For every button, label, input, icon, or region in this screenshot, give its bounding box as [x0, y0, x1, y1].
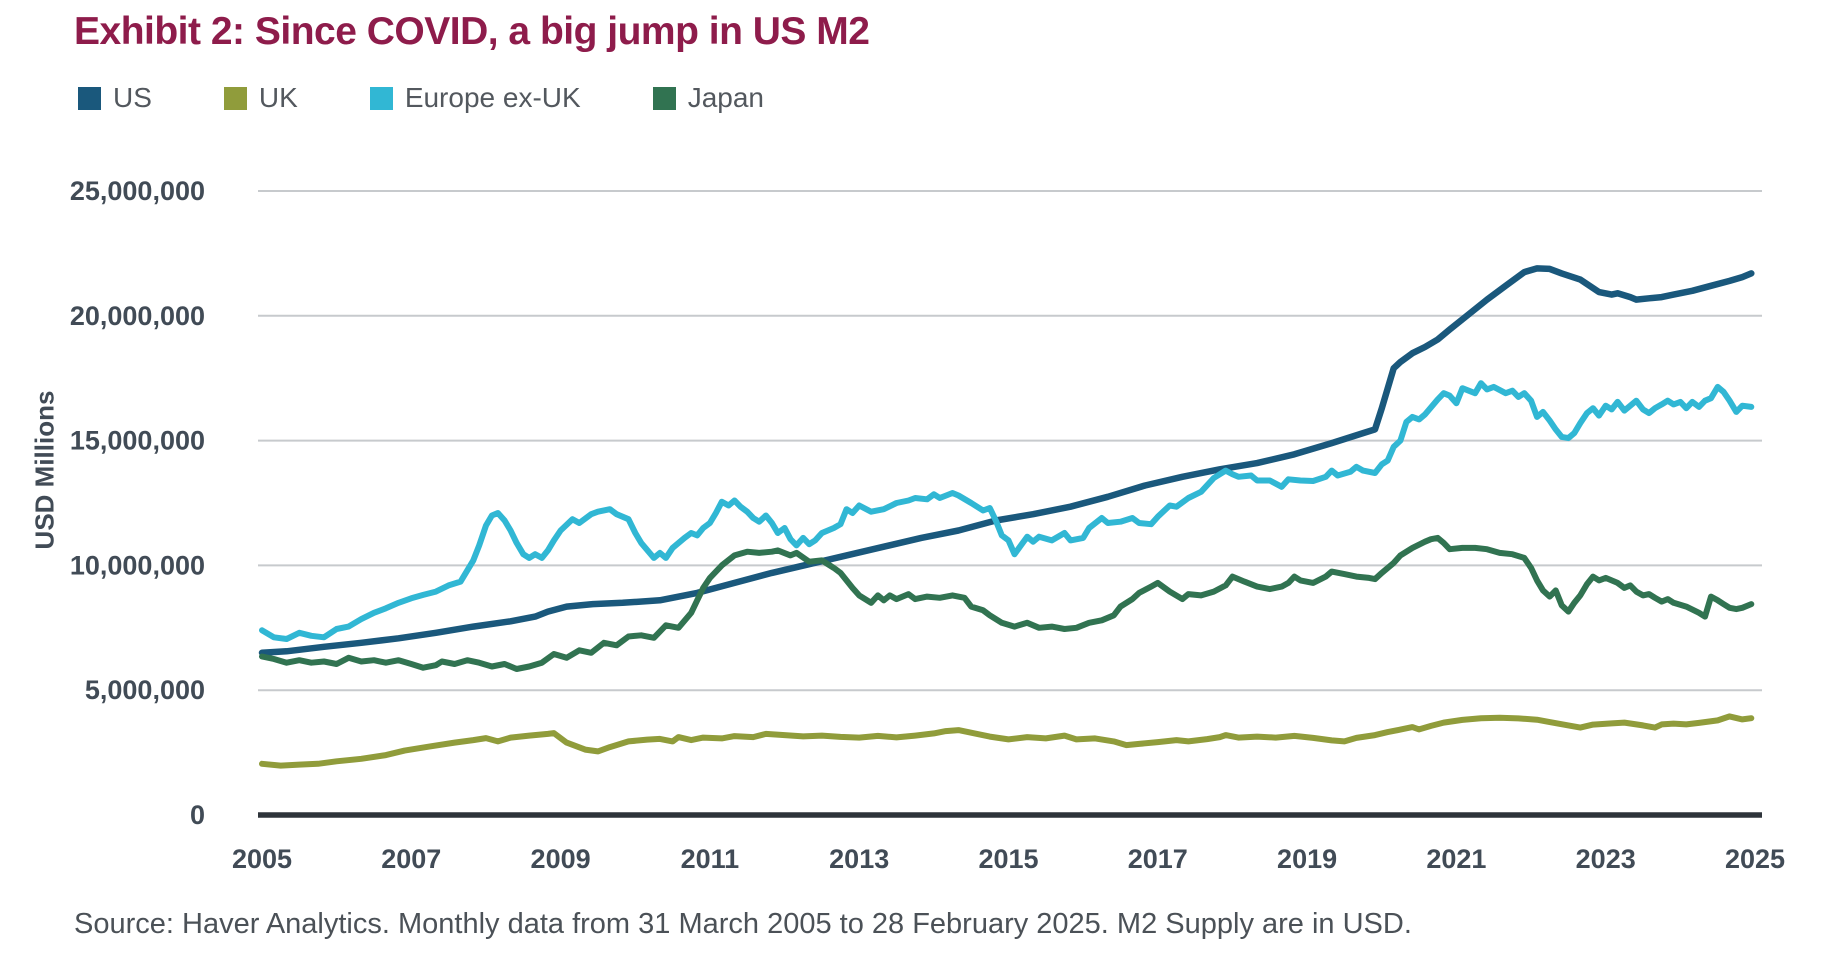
- y-tick-label: 20,000,000: [70, 301, 205, 331]
- series-line-us: [258, 265, 1755, 657]
- y-tick-label: 5,000,000: [85, 675, 205, 705]
- legend-label-us: US: [113, 82, 152, 113]
- x-tick-label: 2021: [1426, 844, 1486, 874]
- y-tick-label: 10,000,000: [70, 550, 205, 580]
- x-tick-label: 2005: [232, 844, 292, 874]
- x-tick-label: 2023: [1576, 844, 1636, 874]
- series-line-uk: [259, 713, 1755, 769]
- legend-label-europe-ex-uk: Europe ex-UK: [404, 82, 581, 113]
- legend-item-us: US: [78, 82, 152, 114]
- x-tick-label: 2013: [829, 844, 889, 874]
- page-title: Exhibit 2: Since COVID, a big jump in US…: [74, 10, 870, 53]
- x-tick-label: 2011: [681, 844, 740, 874]
- legend: US UK Europe ex-UK Japan: [78, 82, 764, 114]
- x-tick-label: 2017: [1128, 844, 1188, 874]
- legend-label-uk: UK: [258, 82, 298, 113]
- source-note: Source: Haver Analytics. Monthly data fr…: [74, 908, 1412, 940]
- legend-swatch-europe-ex-uk: [369, 86, 393, 110]
- legend-label-japan: Japan: [687, 82, 764, 113]
- legend-item-uk: UK: [223, 82, 298, 114]
- legend-item-japan: Japan: [652, 82, 764, 114]
- legend-swatch-us: [78, 86, 101, 110]
- legend-item-europe-ex-uk: Europe ex-UK: [369, 82, 581, 114]
- x-tick-label: 2019: [1277, 844, 1337, 874]
- legend-swatch-japan: [652, 86, 676, 110]
- series-line-japan: [259, 534, 1755, 672]
- x-tick-label: 2015: [978, 844, 1038, 874]
- y-tick-label: 15,000,000: [70, 426, 205, 456]
- x-tick-label: 2007: [381, 844, 441, 874]
- legend-swatch-uk: [223, 86, 247, 110]
- y-tick-label: 0: [190, 800, 205, 830]
- x-tick-label: 2009: [531, 844, 591, 874]
- series-line-europe-ex-uk: [259, 380, 1755, 642]
- y-tick-label: 25,000,000: [70, 176, 205, 206]
- x-tick-label: 2025: [1725, 844, 1785, 874]
